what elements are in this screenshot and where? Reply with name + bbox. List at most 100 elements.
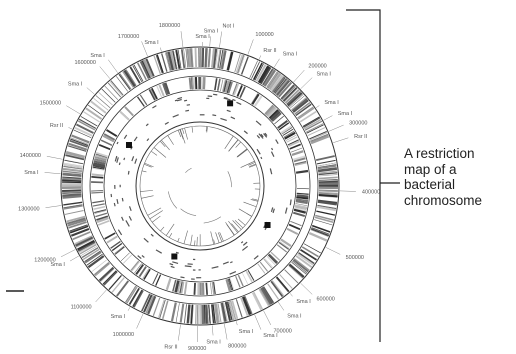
feature-mark: [232, 98, 236, 102]
outer-gene-bar: [177, 49, 182, 69]
outer-gene-bar: [80, 116, 98, 127]
middle-gene-bar: [134, 263, 142, 274]
middle-gene-bar: [184, 281, 188, 295]
outer-gene-bar: [311, 224, 331, 233]
middle-gene-bar: [265, 105, 275, 116]
outer-gene-bar: [307, 127, 326, 137]
inner-tick: [226, 224, 235, 236]
outer-gene-bar: [64, 160, 84, 165]
position-leader-line: [247, 39, 254, 55]
middle-gene-bar: [96, 215, 108, 221]
outer-gene-bar: [186, 304, 191, 324]
restriction-site-label: Sma I: [317, 72, 332, 78]
middle-gene-bar: [268, 253, 279, 264]
outer-gene-bar: [80, 245, 98, 256]
position-label: 1200000: [34, 258, 55, 264]
outer-gene-bar: [139, 60, 150, 79]
restriction-site-leader-line: [219, 31, 222, 48]
restriction-site-label: Sma I: [111, 314, 126, 320]
caption-line: chromosome: [404, 192, 483, 208]
middle-gene-bar: [288, 140, 300, 148]
outer-gene-bar: [69, 225, 89, 234]
inner-tick: [144, 162, 154, 168]
outer-gene-bar: [145, 58, 155, 77]
feature-mark: [260, 156, 263, 160]
middle-gene-bar: [92, 167, 105, 171]
outer-gene-bar: [62, 195, 82, 199]
position-label: 400000: [362, 190, 380, 196]
outer-gene-bar: [288, 93, 304, 107]
outer-gene-bar: [76, 238, 94, 248]
middle-gene-bar: [180, 281, 185, 294]
outer-gene-bar: [293, 258, 310, 272]
middle-gene-bar: [270, 111, 281, 121]
middle-gene-bar: [271, 112, 282, 122]
middle-gene-bar: [210, 282, 213, 295]
feature-mark: [240, 241, 244, 244]
inner-tick: [237, 218, 246, 226]
middle-gene-bar: [193, 282, 196, 295]
feature-mark: [187, 263, 193, 265]
outer-gene-bar: [62, 170, 82, 174]
middle-gene-bar: [294, 204, 307, 210]
inner-tick: [224, 135, 234, 150]
outer-gene-bar: [104, 85, 119, 101]
middle-gene-bar: [162, 83, 168, 95]
outer-gene-bar: [74, 235, 92, 244]
outer-gene-bar: [93, 97, 109, 111]
outer-gene-bar: [240, 56, 249, 75]
middle-gene-bar: [142, 268, 150, 280]
restriction-site-label: Sma I: [239, 329, 254, 335]
feature-mark: [145, 123, 149, 127]
outer-gene-bar: [70, 227, 90, 237]
middle-gene-bar: [94, 209, 107, 213]
outer-gene-bar: [63, 204, 83, 208]
outer-gene-bar: [159, 299, 166, 319]
chromosome-rings: [60, 46, 340, 326]
restriction-site-leader-line: [289, 293, 293, 297]
restriction-site-label: Sma I: [144, 40, 159, 46]
restriction-site-label: Rsr II: [263, 48, 277, 54]
position-label: 100000: [255, 32, 273, 38]
outer-gene-bar: [123, 71, 135, 88]
outer-gene-bar: [244, 295, 253, 315]
restriction-site-label: Sma I: [338, 111, 353, 117]
middle-gene-bar: [92, 166, 105, 170]
restriction-site-leader-line: [323, 115, 333, 121]
middle-gene-bar: [296, 195, 309, 200]
outer-gene-bar: [217, 49, 222, 69]
outer-gene-bar: [70, 137, 89, 145]
map-bracket: [346, 9, 381, 342]
outer-gene-bar: [144, 58, 154, 78]
restriction-site-label: Sma I: [24, 170, 39, 176]
inner-tick: [252, 198, 259, 201]
outer-gene-bar: [299, 110, 317, 123]
outer-gene-bar: [318, 192, 338, 195]
outer-gene-bar: [205, 48, 208, 68]
middle-gene-bar: [266, 256, 276, 266]
position-leader-line: [46, 155, 63, 160]
inner-tick: [205, 126, 208, 132]
middle-gene-bar: [263, 258, 273, 269]
outer-gene-bar: [132, 289, 144, 308]
restriction-site-leader-line: [235, 321, 238, 326]
outer-gene-bar: [220, 50, 225, 69]
outer-gene-bar: [110, 80, 124, 96]
inner-ring-outline: [135, 121, 265, 251]
restriction-site-leader-line: [108, 59, 118, 73]
position-leader-line: [325, 247, 341, 255]
feature-mark: [256, 148, 261, 155]
outer-gene-bar: [318, 170, 338, 174]
outer-gene-bar: [235, 54, 244, 74]
middle-gene-bar: [94, 156, 107, 162]
outer-gene-bar: [270, 280, 284, 298]
outer-gene-bar: [318, 174, 338, 177]
feature-mark: [176, 98, 182, 102]
outer-gene-bar: [98, 266, 115, 282]
middle-gene-bar: [93, 160, 106, 166]
middle-gene-bar: [227, 81, 233, 94]
dark-feature-block: [171, 253, 178, 260]
outer-gene-bar: [180, 49, 186, 69]
inner-tick: [240, 160, 255, 168]
outer-gene-bar: [283, 87, 298, 102]
